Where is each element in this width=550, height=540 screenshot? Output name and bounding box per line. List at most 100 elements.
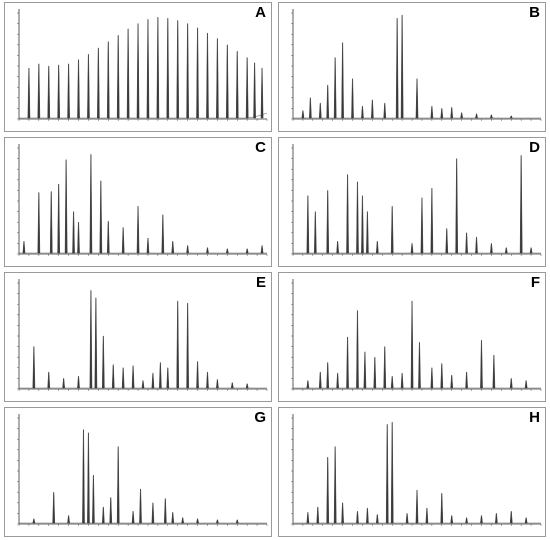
chromatogram-peak — [106, 41, 110, 119]
chromatogram-peak — [67, 63, 70, 119]
chromatogram-peak — [216, 38, 219, 119]
chromatogram-peak — [176, 300, 180, 389]
chromatogram-peak — [410, 300, 414, 389]
chromatogram-peak — [309, 97, 312, 119]
chromatogram-peak — [410, 243, 414, 254]
panel-label: F — [530, 274, 540, 291]
chromatogram-peak — [509, 378, 513, 389]
chromatogram-peak — [465, 517, 468, 524]
chromatogram-panel-a: A — [4, 2, 272, 132]
chromatogram-peak — [361, 195, 364, 254]
chromatogram-peak — [509, 511, 513, 524]
chromatogram-peak — [425, 507, 429, 524]
chromatogram-peak — [415, 78, 419, 119]
chromatogram-peak — [373, 357, 377, 389]
chromatogram-peak — [356, 181, 359, 254]
chromatogram-peak — [146, 19, 150, 119]
chromatogram-peak — [126, 28, 130, 119]
chromatogram-peak — [504, 247, 508, 254]
chromatogram-peak — [72, 211, 75, 254]
chromatogram-peak — [490, 243, 493, 254]
panel-label: B — [529, 4, 540, 21]
chromatogram-peak — [440, 493, 444, 524]
chromatogram-peak — [216, 519, 219, 524]
chromatogram-peak — [375, 514, 379, 524]
chromatogram-peak — [245, 248, 249, 254]
chromatogram-peak — [445, 228, 449, 254]
chromatogram-peak — [164, 498, 167, 524]
chromatogram-peak — [460, 112, 463, 119]
chromatogram-peak — [509, 115, 513, 119]
chromatogram-peak — [106, 220, 110, 254]
chromatogram-peak — [27, 67, 31, 119]
chromatogram-peak — [341, 502, 344, 524]
chromatogram-peak — [366, 507, 369, 524]
chromatogram-peak — [333, 446, 337, 524]
chromatogram-peak — [336, 372, 339, 389]
chromatogram-peak — [405, 513, 409, 524]
chromatogram-peak — [450, 107, 454, 119]
chromatogram-peak — [318, 371, 322, 389]
chromatogram-peak — [301, 110, 305, 119]
chromatogram-peak — [102, 335, 105, 389]
baseline-trace — [19, 112, 268, 119]
chromatogram-peak — [390, 422, 394, 524]
chromatogram-peak — [151, 502, 155, 524]
chromatogram-peak — [116, 35, 120, 119]
chromatogram-peak — [440, 363, 444, 389]
panel-label: H — [529, 409, 540, 426]
chromatogram-peak — [136, 23, 140, 119]
chromatogram-peak — [22, 241, 26, 254]
chromatogram-peak — [356, 511, 359, 524]
chromatogram-peak — [390, 376, 394, 389]
chromatogram-peak — [455, 158, 458, 254]
chromatogram-peak — [89, 154, 93, 254]
chromatogram-peak — [47, 371, 51, 389]
panel-label: G — [254, 409, 266, 426]
chromatogram-peak — [524, 380, 528, 389]
chromatogram-peak — [366, 211, 369, 254]
chromatogram-panel-d: D — [278, 137, 546, 267]
chromatogram-peak — [186, 302, 189, 389]
chromatogram-plot — [291, 414, 542, 526]
chromatogram-peak — [475, 113, 478, 119]
chromatogram-peak — [216, 379, 219, 389]
chromatogram-peak — [346, 174, 349, 254]
chromatogram-peak — [230, 382, 234, 389]
chromatogram-peak — [418, 342, 421, 389]
chromatogram-peak — [225, 248, 229, 254]
chromatogram-peak — [351, 78, 354, 119]
chromatogram-peak — [77, 222, 80, 254]
chromatogram-peak — [32, 518, 36, 524]
chromatogram-peak — [171, 241, 175, 254]
chromatogram-peak — [166, 367, 170, 389]
chromatogram-plot — [17, 414, 268, 526]
panel-label: E — [255, 274, 266, 291]
chromatogram-peak — [94, 297, 98, 389]
chromatogram-peak — [306, 195, 310, 254]
chromatogram-peak — [306, 380, 310, 389]
chromatogram-peak — [87, 54, 90, 119]
chromatogram-peak — [196, 518, 199, 524]
chromatogram-peak — [420, 197, 424, 254]
chromatogram-peak — [97, 47, 100, 119]
chromatogram-peak — [371, 99, 374, 119]
chromatogram-panel-e: E — [4, 272, 272, 402]
chromatogram-peak — [121, 367, 125, 389]
chromatogram-peak — [77, 376, 80, 389]
chromatogram-panel-c: C — [4, 137, 272, 267]
chromatogram-peak — [139, 488, 142, 524]
chromatogram-peak — [196, 27, 199, 119]
panel-label: D — [529, 139, 540, 156]
chromatogram-peak — [495, 513, 498, 524]
chromatogram-peak — [376, 241, 379, 254]
chromatogram-peak — [356, 310, 359, 389]
chromatogram-peak — [430, 106, 434, 119]
chromatogram-peak — [383, 346, 387, 389]
chromatogram-peak — [109, 497, 113, 524]
chromatogram-plot — [291, 279, 542, 391]
chromatogram-peak — [62, 378, 65, 389]
chromatogram-peak — [67, 515, 70, 524]
chromatogram-peak — [385, 424, 389, 524]
chromatogram-peak — [235, 519, 239, 524]
